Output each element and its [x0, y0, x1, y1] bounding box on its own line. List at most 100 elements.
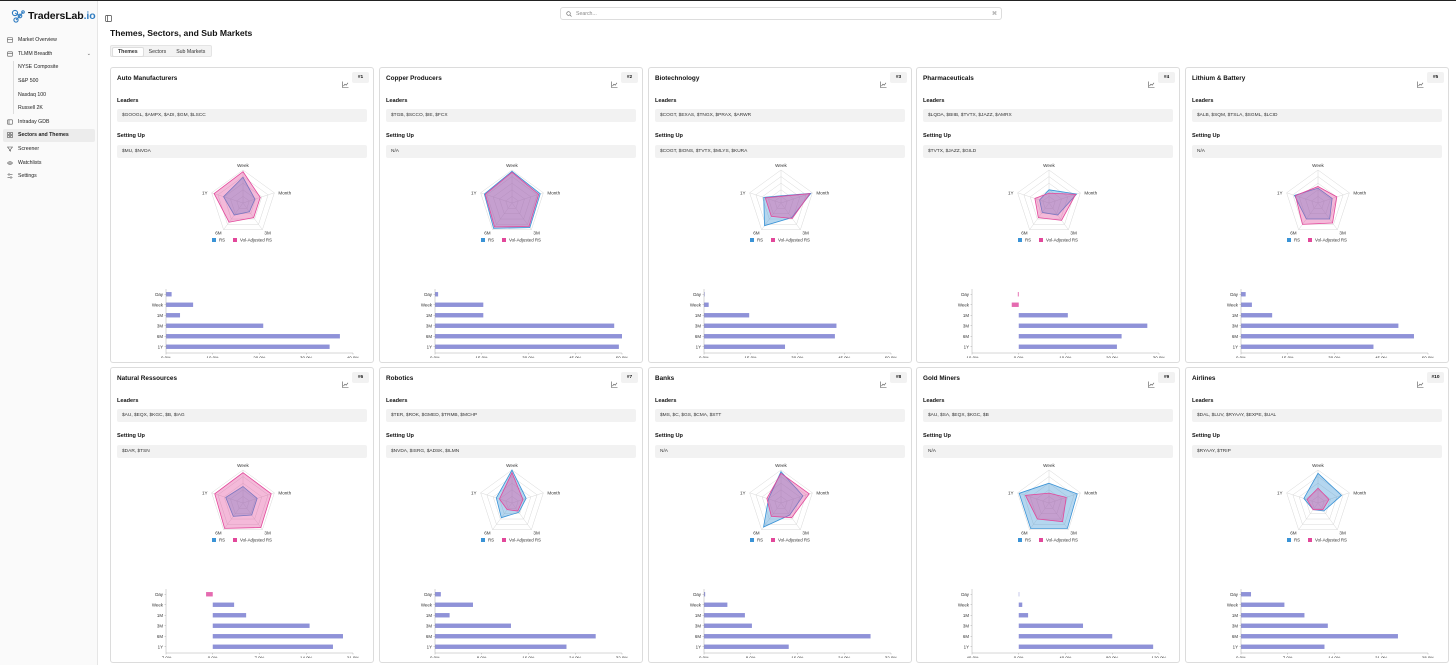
bar-category-label: Day [424, 592, 433, 597]
sidebar-item-watchlists[interactable]: Watchlists [3, 156, 95, 169]
line-chart-icon[interactable] [1417, 375, 1424, 393]
sidebar-subitem-sp500[interactable]: S&P 500 [17, 75, 95, 88]
line-chart-icon[interactable] [1148, 75, 1155, 93]
bar-category-label: 6M [1232, 634, 1238, 639]
radar-grid-spoke [1017, 492, 1050, 504]
sidebar-item-tlmm-breadth[interactable]: TLMM Breadth ⌄ [3, 48, 95, 61]
bar-day [1017, 292, 1019, 297]
radar-axis-label: 6M [215, 231, 222, 236]
tab-sectors[interactable]: Sectors [148, 48, 167, 55]
rank-badge: #8 [890, 372, 907, 383]
bar-day [1241, 592, 1252, 597]
card-title: Copper Producers [386, 75, 442, 82]
search-input[interactable]: Search... ⌘ [560, 7, 1002, 20]
bar-3m [435, 623, 511, 628]
radar-chart: Week Month 3M 6M 1Y RS Vol-Adjusted RS [471, 163, 561, 243]
bar-category-label: 1Y [158, 644, 163, 649]
radar-grid-spoke [749, 492, 782, 504]
bar-chart: Day Week 1M 3M 6M 1Y 0.0% 8.0% 16.0% 24.0% 32.0% [421, 589, 628, 658]
bar-category-label: Day [155, 592, 164, 597]
legend-vol-swatch [233, 538, 237, 542]
bar-x-tick-label: 7.0% [1283, 656, 1293, 659]
sidebar-subitem-label: S&P 500 [18, 78, 39, 85]
radar-grid-spoke [511, 202, 532, 230]
rank-badge: #2 [621, 72, 638, 83]
radar-axis-label: Week [1043, 163, 1055, 168]
line-chart-icon[interactable] [611, 375, 618, 393]
bar-category-label: 3M [695, 323, 701, 328]
sidebar-nav: Market Overview TLMM Breadth ⌄ NYSE Comp… [3, 34, 95, 184]
sidebar-item-intraday-gdb[interactable]: Intraday GDB [3, 116, 95, 129]
line-chart-icon[interactable] [1148, 375, 1155, 393]
radar-axis-label: 3M [1339, 531, 1346, 536]
sidebar-item-label: Market Overview [18, 37, 57, 44]
card-title: Banks [655, 375, 675, 382]
sidebar-item-screener[interactable]: Screener [3, 143, 95, 156]
radar-grid-ring [1292, 476, 1344, 525]
sidebar-item-sectors-and-themes[interactable]: Sectors and Themes [3, 129, 95, 142]
radar-series-rs [223, 176, 256, 216]
radar-grid-ring [486, 176, 538, 225]
legend-vol-swatch [1039, 538, 1043, 542]
radar-series-vol-adjusted [214, 472, 272, 529]
sidebar-item-market-overview[interactable]: Market Overview [3, 34, 95, 47]
brand-logo[interactable]: TradersLab.io [11, 8, 96, 24]
sidebar-subitem-nyse[interactable]: NYSE Composite [17, 61, 95, 74]
leaders-label: Leaders [1192, 98, 1214, 104]
tab-sub-markets[interactable]: Sub Markets [176, 48, 206, 55]
bar-week [1011, 302, 1019, 307]
bar-category-label: 3M [695, 623, 701, 628]
radar-grid-ring [774, 496, 788, 509]
chevron-down-icon[interactable]: ⌄ [86, 50, 91, 57]
line-chart-icon[interactable] [1417, 75, 1424, 93]
bar-x-tick-label: 28.0% [1422, 656, 1435, 659]
radar-grid-spoke [511, 492, 544, 504]
bar-week [704, 302, 709, 307]
legend-vol-label: Vol-Adjusted RS [509, 538, 541, 543]
radar-grid-spoke [492, 502, 513, 530]
bar-x-tick-label: 0.0% [699, 656, 709, 659]
bar-1m [1241, 313, 1273, 318]
bar-3m [704, 323, 837, 328]
legend-vol-swatch [1308, 538, 1312, 542]
sidebar-subitem-russell2k[interactable]: Russell 2K [17, 102, 95, 115]
legend-vol-swatch [233, 238, 237, 242]
line-chart-icon[interactable] [342, 375, 349, 393]
sidebar-subitem-nasdaq100[interactable]: Nasdaq 100 [17, 88, 95, 101]
bar-category-label: 1M [426, 313, 432, 318]
tab-themes[interactable]: Themes [112, 47, 144, 57]
leaders-label: Leaders [117, 398, 139, 404]
bar-category-label: Week [421, 302, 433, 307]
theme-card: Natural Ressources #6 Leaders $AU, $EQX, $K… [110, 367, 374, 663]
leaders-label: Leaders [386, 398, 408, 404]
bar-week [1241, 302, 1252, 307]
bar-x-tick-label: 10.0% [1059, 356, 1072, 359]
line-chart-icon[interactable] [880, 375, 887, 393]
bar-category-label: 1M [695, 313, 701, 318]
rank-badge: #4 [1158, 72, 1175, 83]
bar-x-tick-label: 24.0% [838, 656, 851, 659]
radar-axis-label: Month [816, 490, 829, 495]
bar-category-label: 3M [157, 623, 163, 628]
sidebar-toggle-icon[interactable] [105, 9, 112, 27]
bar-6m [435, 334, 622, 339]
bar-chart: Day Week 1M 3M 6M 1Y -40.0% 0.0% 40.0% 80.0% 120.0… [958, 589, 1167, 658]
setting-up-value: $NVDA, $ISRG, $ADSK, $ILMN [386, 445, 636, 458]
radar-grid-ring [1286, 469, 1350, 530]
bar-day [704, 592, 706, 597]
bar-category-label: 6M [157, 334, 163, 339]
setting-up-label: Setting Up [117, 133, 145, 139]
radar-grid-ring [505, 196, 519, 209]
radar-chart: Week Month 3M 6M 1Y RS Vol-Adjusted RS [202, 463, 292, 543]
line-chart-icon[interactable] [342, 75, 349, 93]
radar-axis-label: 6M [1021, 231, 1028, 236]
line-chart-icon[interactable] [611, 75, 618, 93]
radar-grid-spoke [1317, 192, 1350, 204]
line-chart-icon[interactable] [880, 75, 887, 93]
sidebar-item-settings[interactable]: Settings [3, 170, 95, 183]
radar-grid-ring [480, 169, 544, 230]
search-icon [566, 10, 572, 17]
radar-axis-label: Week [506, 463, 518, 468]
legend-rs-swatch [1287, 238, 1291, 242]
bar-x-tick-label: 21.0% [1375, 656, 1388, 659]
